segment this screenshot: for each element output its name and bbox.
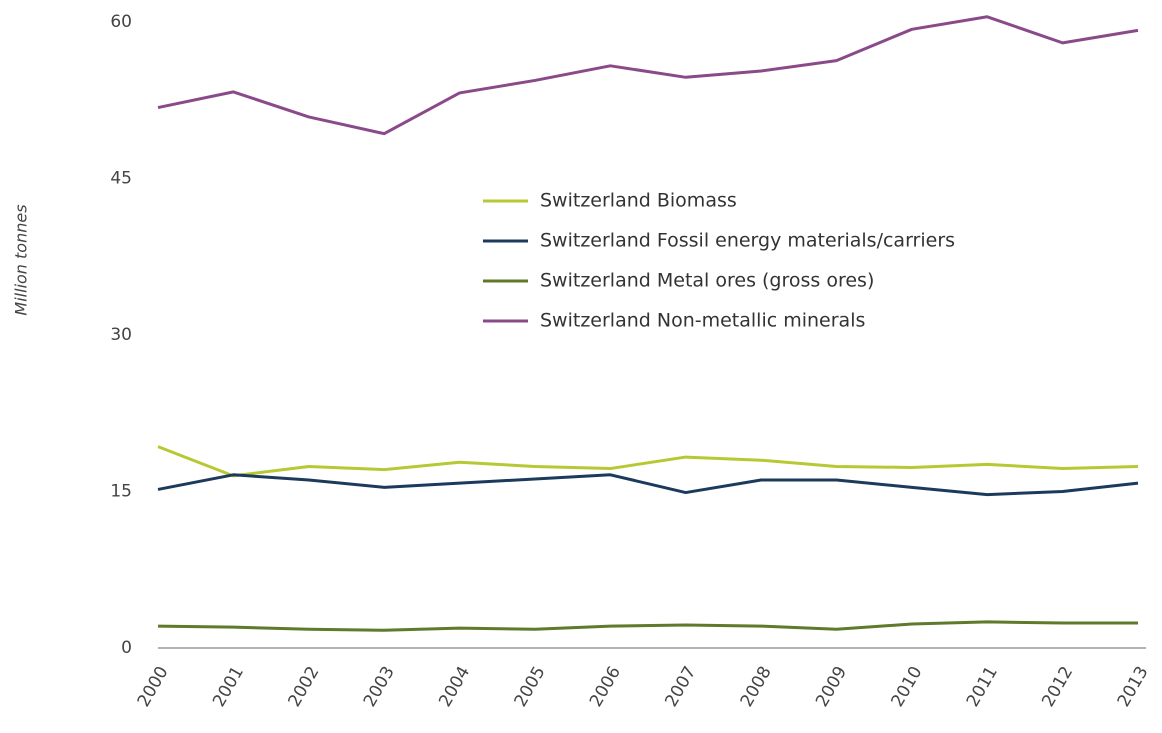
y-tick-label: 45	[110, 169, 132, 189]
x-tick-label: 2000	[134, 663, 173, 710]
data-line	[157, 15, 1139, 136]
data-line	[157, 473, 1139, 497]
legend-label: Switzerland Biomass	[540, 190, 737, 212]
y-tick-label: 15	[110, 482, 132, 502]
x-tick-label: 2006	[586, 663, 625, 710]
x-tick-label: 2005	[511, 663, 550, 710]
x-tick-label: 2009	[812, 663, 851, 710]
x-tick-label: 2001	[209, 663, 248, 710]
x-tick-label: 2011	[963, 663, 1002, 710]
x-tick-label: 2003	[360, 663, 399, 710]
data-line	[157, 620, 1138, 632]
data-line	[157, 445, 1139, 478]
x-tick-label: 2012	[1038, 663, 1077, 710]
legend-label: Switzerland Fossil energy materials/carr…	[540, 230, 955, 252]
legend-label: Switzerland Non-metallic minerals	[540, 310, 865, 332]
x-tick-label: 2010	[888, 663, 927, 710]
x-tick-label: 2002	[284, 663, 323, 710]
x-tick-label: 2004	[435, 663, 474, 710]
y-tick-label: 60	[110, 12, 132, 32]
legend-label: Switzerland Metal ores (gross ores)	[540, 270, 874, 292]
y-tick-label: 30	[110, 325, 132, 345]
y-axis-label: Million tonnes	[12, 204, 31, 315]
x-tick-label: 2008	[737, 663, 776, 710]
x-tick-label: 2013	[1114, 663, 1153, 710]
x-tick-label: 2007	[661, 663, 700, 710]
y-tick-label: 0	[121, 638, 132, 658]
